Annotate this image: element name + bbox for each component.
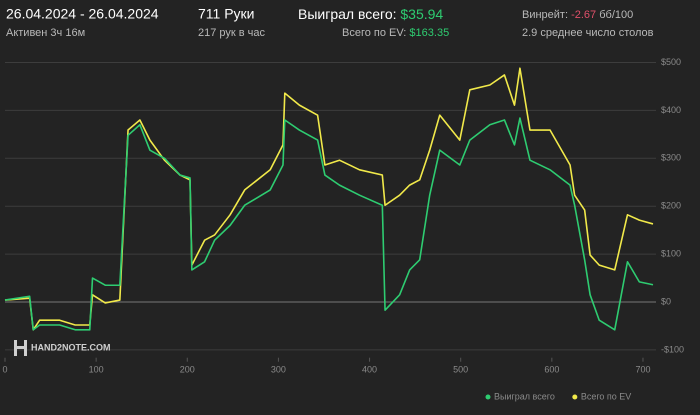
y-tick-label: $200 (661, 201, 681, 211)
x-tick-label: 100 (89, 364, 104, 374)
won-total: Выиграл всего: $35.94 (298, 6, 443, 22)
series-line (4, 117, 654, 331)
legend-marker (572, 394, 578, 400)
y-tick-label: $400 (661, 105, 681, 115)
ev-label: Всего по EV: (342, 27, 406, 39)
x-tick-label: 500 (453, 364, 468, 374)
active-time: Активен 3ч 16м (6, 27, 85, 39)
x-tick-label: 400 (362, 364, 377, 374)
winrate-unit: бб/100 (599, 9, 633, 21)
legend-marker (485, 394, 491, 400)
tables: 2.9 среднее число столов (522, 27, 654, 39)
logo: HAND2NOTE.COM (14, 340, 111, 356)
hands-per-hour: 217 рук в час (198, 27, 266, 39)
winrate-value: -2.67 (571, 9, 596, 21)
x-tick-label: 0 (2, 364, 7, 374)
y-tick-label: $500 (661, 57, 681, 67)
watermark: HAND2NOTE.COM (31, 342, 111, 352)
legend-label: Всего по EV (581, 391, 631, 401)
y-tick-label: -$100 (661, 344, 684, 354)
series-line (4, 67, 654, 331)
hands: 711 Руки (198, 6, 255, 22)
logo-bar (14, 346, 27, 349)
won-label: Выиграл всего: (298, 6, 397, 22)
x-tick-label: 700 (635, 364, 650, 374)
y-tick-label: $0 (661, 296, 671, 306)
won-value: $35.94 (400, 6, 443, 22)
x-tick-label: 300 (271, 364, 286, 374)
x-tick-label: 200 (180, 364, 195, 374)
legend-label: Выиграл всего (494, 391, 555, 401)
x-tick-label: 600 (544, 364, 559, 374)
date-range: 26.04.2024 - 26.04.2024 (6, 6, 159, 22)
ev-value: $163.35 (409, 27, 449, 39)
y-tick-label: $100 (661, 248, 681, 258)
winrate: Винрейт: -2.67 бб/100 (522, 9, 633, 21)
y-tick-label: $300 (661, 153, 681, 163)
ev-total: Всего по EV: $163.35 (342, 27, 449, 39)
winrate-label: Винрейт: (522, 9, 568, 21)
